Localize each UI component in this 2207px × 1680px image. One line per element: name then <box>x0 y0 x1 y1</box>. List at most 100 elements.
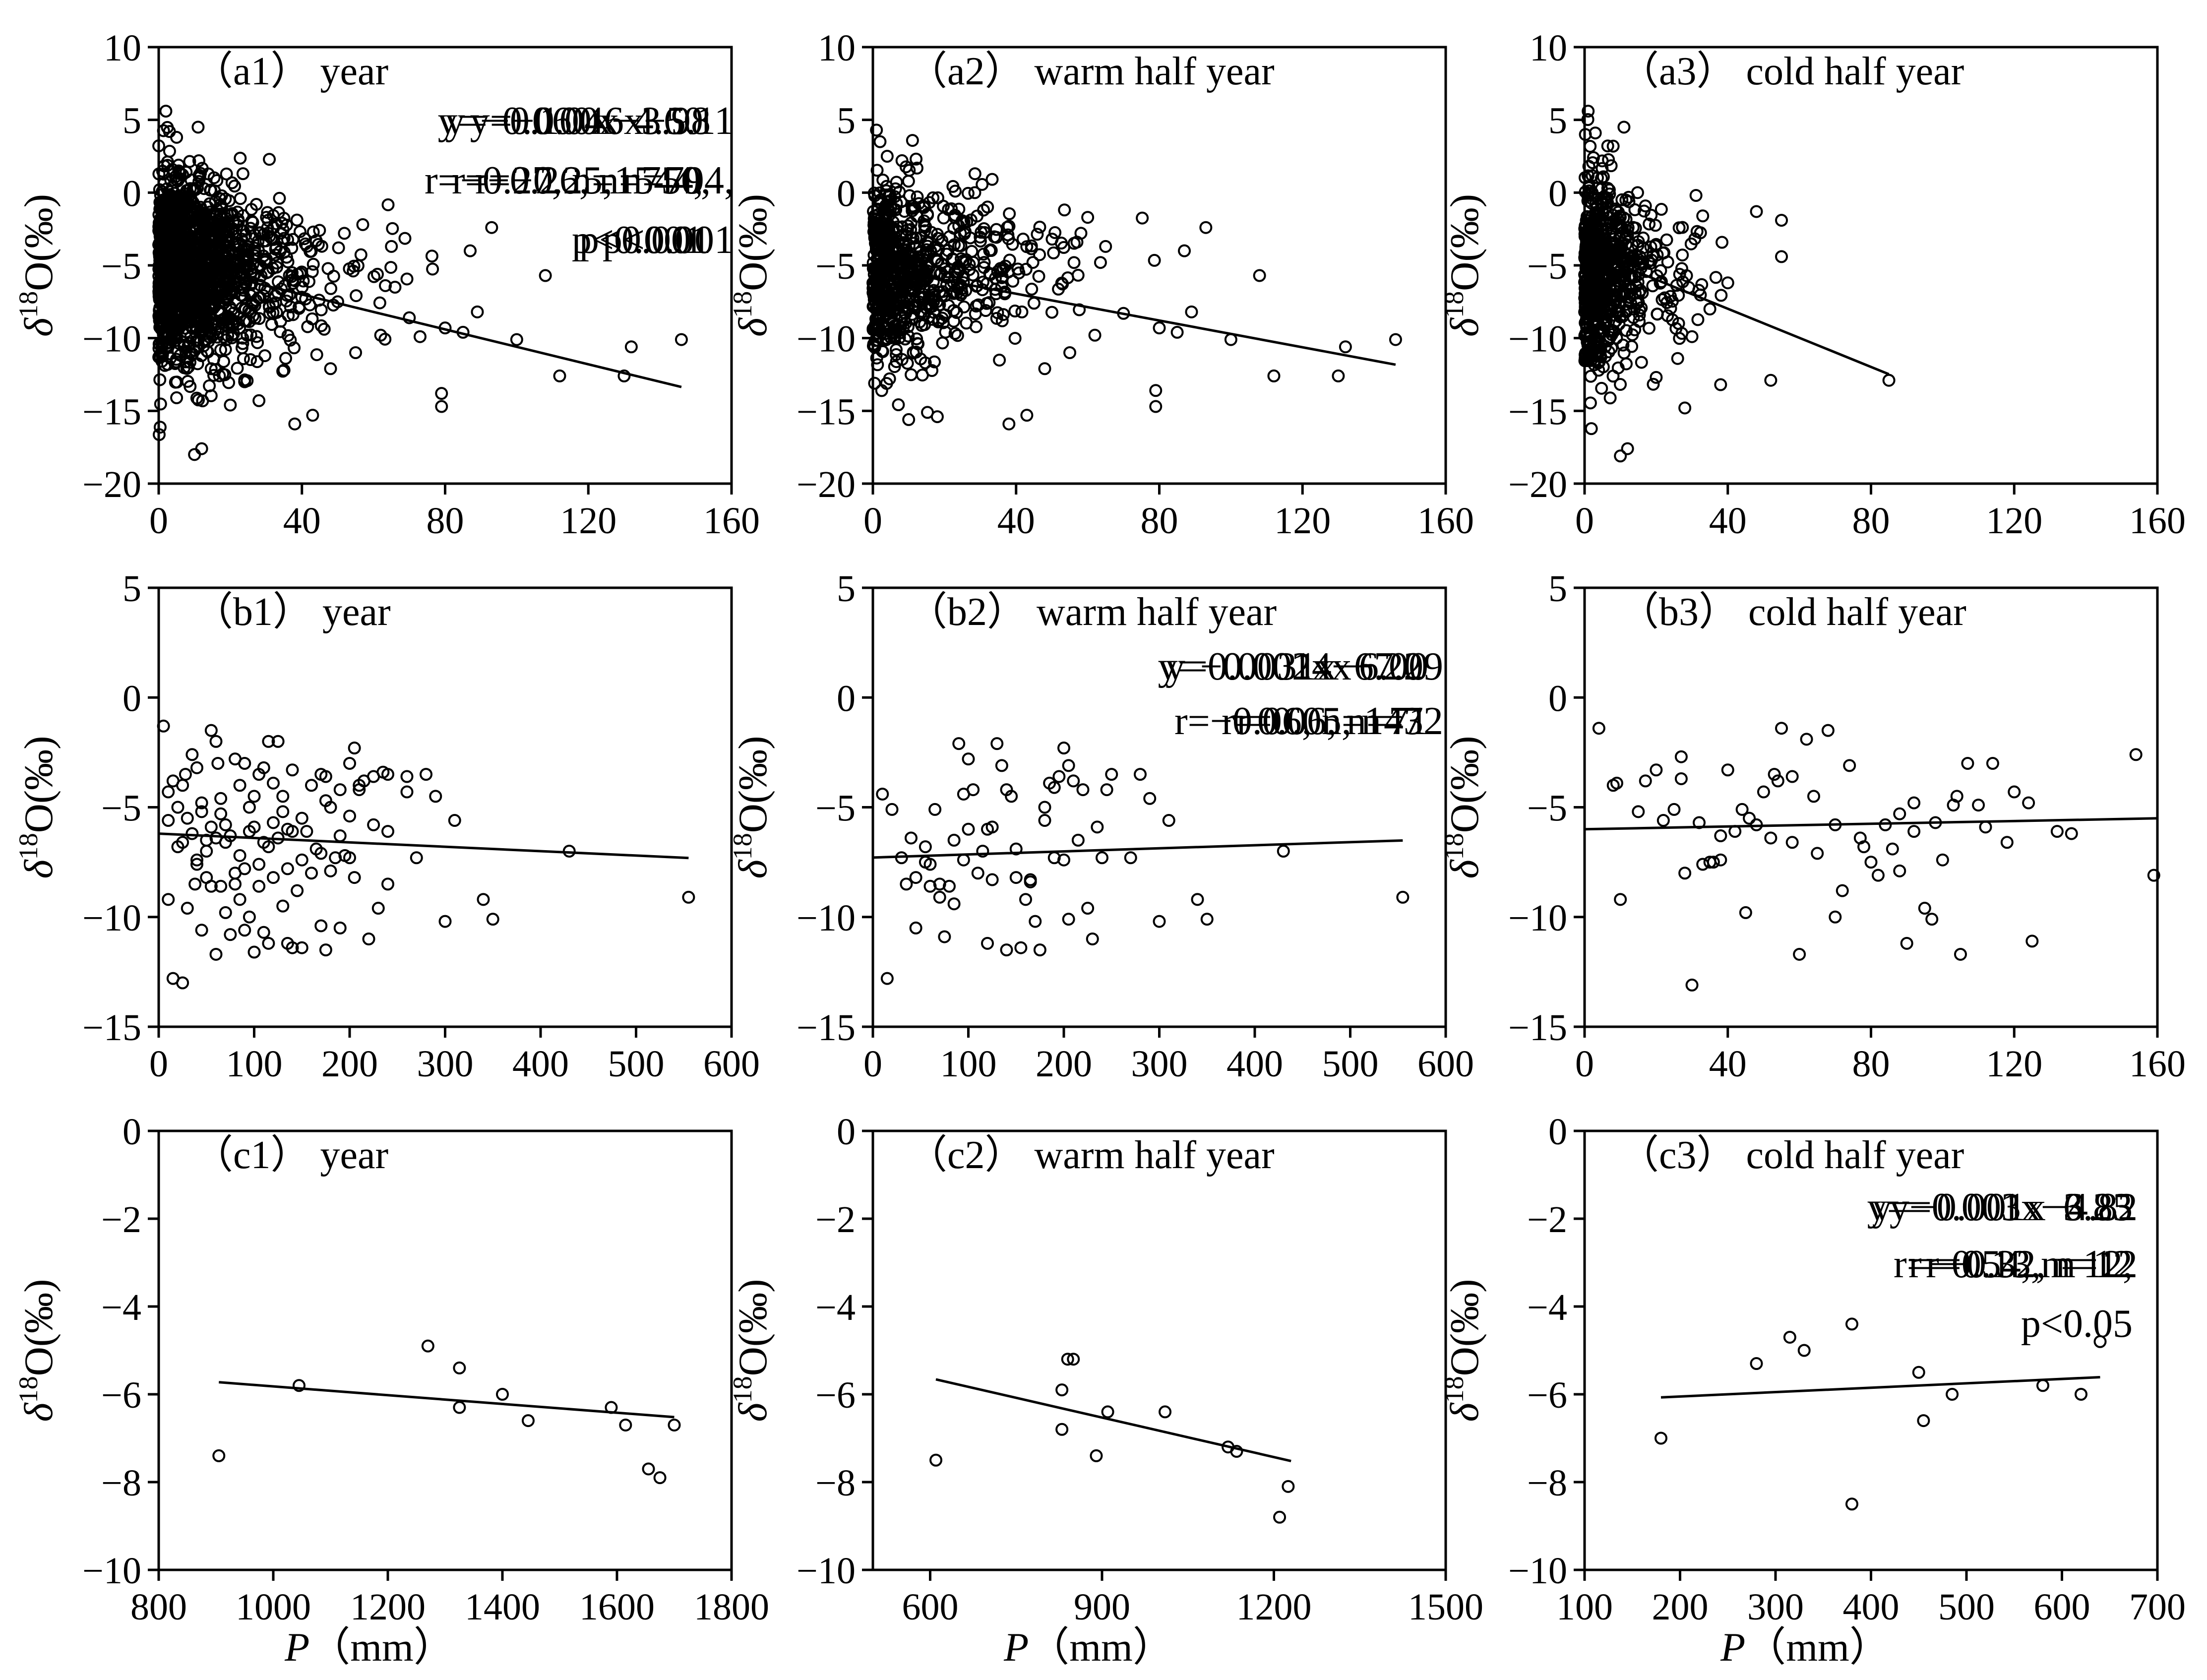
data-point <box>1067 256 1081 269</box>
data-point <box>166 201 179 215</box>
data-point <box>1627 311 1640 324</box>
data-point <box>995 759 1008 772</box>
data-point <box>617 369 631 382</box>
data-point <box>238 924 251 937</box>
data-point <box>1000 943 1013 957</box>
data-point <box>1595 293 1608 307</box>
regression-line <box>219 1381 674 1419</box>
data-point <box>1591 199 1604 212</box>
data-point <box>1716 236 1729 249</box>
data-point <box>214 807 228 820</box>
data-point <box>291 884 304 897</box>
data-point <box>161 317 174 331</box>
regression-line <box>158 258 682 388</box>
x-tick-label: 300 <box>417 1043 474 1085</box>
data-point <box>381 877 394 891</box>
data-point <box>1159 1405 1172 1419</box>
data-point <box>238 291 251 304</box>
data-point <box>1045 306 1058 319</box>
y-tick-label: −8 <box>815 1462 856 1504</box>
data-point <box>288 341 301 355</box>
data-point <box>164 174 178 187</box>
data-point <box>1636 286 1649 300</box>
data-point <box>1979 820 1992 834</box>
data-point <box>400 785 414 799</box>
data-point <box>381 768 394 781</box>
y-tick-label: 5 <box>123 100 141 142</box>
data-point <box>1678 867 1692 880</box>
data-point <box>219 287 233 301</box>
data-point <box>1671 352 1684 365</box>
x-tick-label: 80 <box>427 500 464 542</box>
y-tick-label: 5 <box>837 100 856 142</box>
data-point <box>192 287 205 300</box>
data-point <box>261 206 274 219</box>
data-point <box>954 239 968 252</box>
data-point <box>1610 776 1623 790</box>
data-point <box>1613 310 1627 323</box>
data-point <box>1033 248 1046 261</box>
data-point <box>195 805 208 818</box>
data-point <box>200 845 213 858</box>
data-point <box>276 805 290 818</box>
data-point <box>162 294 175 308</box>
data-point <box>1639 199 1652 213</box>
data-point <box>876 173 890 187</box>
y-tick-label: −2 <box>101 1199 141 1241</box>
data-point <box>1655 203 1668 216</box>
data-point <box>1750 1357 1763 1370</box>
data-point <box>909 299 922 312</box>
data-point <box>290 213 304 227</box>
data-point <box>301 320 314 333</box>
data-point <box>1632 805 1645 818</box>
data-point <box>910 152 923 166</box>
y-tick-label: −5 <box>1527 246 1567 287</box>
data-point <box>978 222 991 235</box>
y-tick-label: 0 <box>837 173 856 214</box>
y-tick-label: 10 <box>1530 27 1567 69</box>
data-point <box>902 239 916 252</box>
data-point <box>1709 271 1722 284</box>
data-point <box>1691 313 1705 326</box>
data-point <box>170 130 184 144</box>
data-point <box>1764 373 1778 387</box>
data-point <box>964 213 978 227</box>
data-point <box>245 230 258 243</box>
data-point <box>288 417 302 431</box>
x-tick-label: 0 <box>1575 1043 1594 1085</box>
data-point <box>257 926 270 939</box>
panel-a3: 0 40 80 120 160 10 5 0 −5 −10 −15 −20 δ18O(‰) （a3） co… <box>445 27 2186 542</box>
data-point <box>2000 836 2014 849</box>
data-point <box>188 877 202 891</box>
data-point <box>1134 768 1147 781</box>
data-point <box>1580 318 1593 331</box>
data-point <box>350 289 363 303</box>
data-point <box>900 877 913 891</box>
data-point <box>1615 193 1629 206</box>
data-point <box>1655 1431 1667 1445</box>
data-point <box>880 972 894 985</box>
data-point <box>937 211 950 225</box>
x-tick-label: 200 <box>321 1043 378 1085</box>
data-point <box>244 353 257 367</box>
data-point <box>277 364 291 377</box>
data-point <box>1703 303 1717 315</box>
data-point <box>239 303 252 316</box>
panel-c3: 100 200 300 400 500 600 700 0 −2 −4 −6 −8 −10 δ18O(‰)… <box>1439 1111 2186 1628</box>
y-tick-label: −5 <box>101 788 141 829</box>
data-point <box>181 902 194 915</box>
data-point <box>1936 853 1949 867</box>
x-tick-label: 1500 <box>1408 1586 1483 1628</box>
data-point <box>247 945 261 959</box>
data-point <box>257 761 270 774</box>
data-point <box>1063 346 1077 359</box>
data-point <box>1003 253 1016 267</box>
data-point <box>177 229 190 243</box>
x-tick-label: 100 <box>940 1043 997 1085</box>
data-point <box>937 199 950 213</box>
data-point <box>539 269 552 282</box>
data-point <box>1667 803 1681 816</box>
data-point <box>220 293 233 306</box>
data-point <box>211 257 224 271</box>
data-point <box>1602 183 1616 196</box>
